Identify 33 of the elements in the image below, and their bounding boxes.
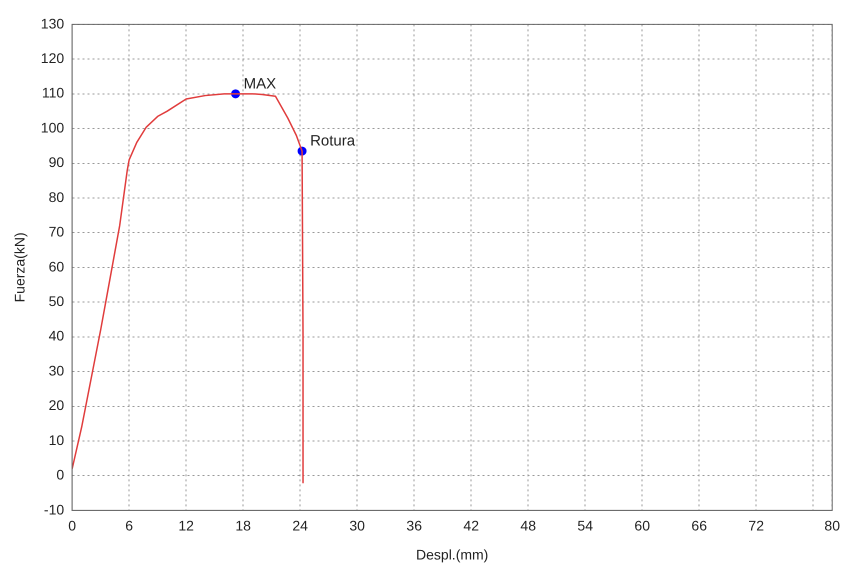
y-tick-label: 30 <box>48 362 64 378</box>
y-tick-label: 90 <box>48 154 64 170</box>
y-axis-title: Fuerza(kN) <box>11 232 28 302</box>
y-tick-label: 60 <box>48 258 64 274</box>
x-tick-label: 0 <box>68 518 76 534</box>
y-tick-label: 70 <box>48 224 64 240</box>
y-tick-label: 100 <box>40 119 64 136</box>
x-tick-label: 66 <box>691 518 708 534</box>
y-tick-label: 10 <box>48 432 64 448</box>
x-tick-label: 18 <box>235 518 252 534</box>
x-tick-label: 72 <box>748 518 764 534</box>
x-tick-label: 30 <box>349 518 366 534</box>
y-tick-label: 40 <box>48 328 64 344</box>
y-tick-label: 110 <box>42 84 64 101</box>
y-tick-label: 50 <box>48 292 64 309</box>
y-tick-label: 0 <box>56 466 64 483</box>
y-tick-label: 20 <box>48 397 64 414</box>
x-tick-label: 36 <box>406 518 422 534</box>
x-tick-label: 6 <box>125 518 134 534</box>
annotation: Rotura <box>310 132 356 150</box>
x-tick-label: 24 <box>292 518 308 534</box>
y-tick-label: -10 <box>44 501 64 518</box>
x-tick-label: 42 <box>463 518 480 534</box>
y-tick-label: 120 <box>40 50 64 66</box>
x-tick-label: 80 <box>824 518 840 534</box>
x-axis-title: Despl.(mm) <box>416 546 488 562</box>
y-tick-label: 130 <box>40 15 64 32</box>
x-tick-label: 54 <box>577 518 594 534</box>
y-tick-label: 80 <box>48 188 64 205</box>
x-tick-label: 60 <box>634 518 650 534</box>
annotation: MAX <box>244 75 276 92</box>
x-tick-label: 48 <box>520 518 536 534</box>
x-tick-label: 12 <box>178 518 194 534</box>
